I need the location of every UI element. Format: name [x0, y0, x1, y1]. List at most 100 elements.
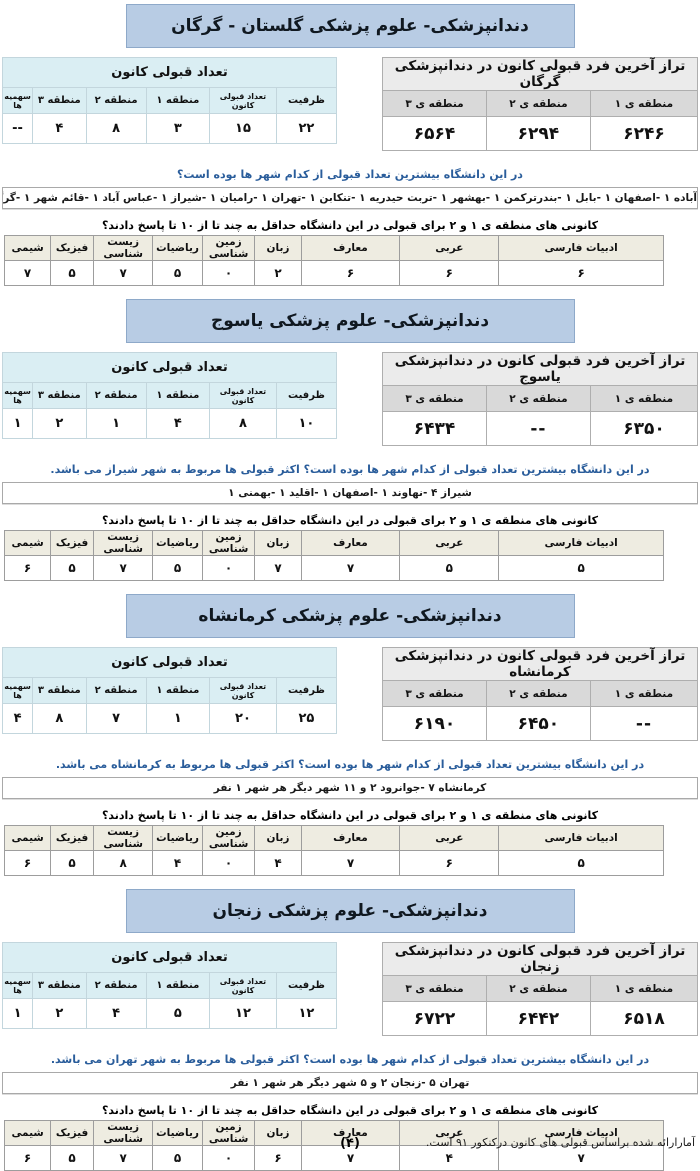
subject-value: ۷ [3, 260, 52, 286]
counts-header-accepted: تعداد قبولی کانون [209, 87, 277, 114]
counts-header-quota: سهمیه ها [1, 972, 34, 999]
taraz-value: ۶۳۵۰ [589, 411, 699, 446]
taraz-header-region1: منطقه ی ۱ [589, 90, 699, 117]
counts-table-title: تعداد قبولی کانون [2, 647, 337, 678]
section-kermanshah: دندانپزشکی- علوم پزشکی کرمانشاه تراز آخر… [0, 594, 700, 876]
subject-value: ۶ [300, 260, 401, 286]
cities-box: شیراز ۴ -نهاوند ۱ -اصفهان ۱ -اقلید ۱ -به… [2, 482, 698, 504]
subject-value: ۷ [300, 850, 401, 876]
counts-header-region1: منطقه ۱ [145, 382, 211, 409]
subject-value: ۶ [254, 1145, 302, 1171]
counts-header-accepted: تعداد قبولی کانون [209, 382, 277, 409]
subjects-question: کانونی های منطقه ی ۱ و ۲ برای قبولی در ا… [101, 219, 599, 232]
section-title-banner: دندانپزشکی- علوم پزشکی یاسوج [125, 299, 575, 343]
counts-header-region2: منطقه ۲ [85, 972, 147, 999]
subjects-question: کانونی های منطقه ی ۱ و ۲ برای قبولی در ا… [101, 1104, 599, 1117]
subject-header: زبان [254, 530, 302, 556]
taraz-header-region1: منطقه ی ۱ [589, 975, 699, 1002]
subject-header: زیست شناسی [92, 530, 154, 556]
counts-table: تعداد قبولی کانون ظرفیت تعداد قبولی کانو… [1, 352, 338, 439]
taraz-table-title: تراز آخرین فرد قبولی کانون در دندانپزشکی… [382, 352, 698, 386]
taraz-header-region3: منطقه ی ۳ [382, 90, 487, 117]
counts-value: ۸ [32, 703, 87, 734]
counts-table-title: تعداد قبولی کانون [2, 57, 337, 88]
subject-header: زمین شناسی [201, 530, 256, 556]
counts-value: ۱۰ [275, 408, 338, 439]
counts-header-region1: منطقه ۱ [145, 87, 211, 114]
counts-header-region3: منطقه ۳ [32, 87, 87, 114]
counts-value: ۲۲ [275, 113, 338, 144]
section-title-banner: دندانپزشکی- علوم پزشکی زنجان [125, 889, 575, 933]
subject-value: ۸ [92, 850, 154, 876]
taraz-value: ۶۴۵۰ [485, 706, 591, 741]
counts-header-quota: سهمیه ها [1, 87, 34, 114]
section-zanjan: دندانپزشکی- علوم پزشکی زنجان تراز آخرین … [0, 889, 700, 1171]
tables-row: تراز آخرین فرد قبولی کانون در دندانپزشکی… [0, 57, 700, 151]
subject-header: عربی [399, 235, 500, 261]
counts-value: ۴ [32, 113, 87, 144]
subject-header: شیمی [3, 235, 52, 261]
subject-value: ۴ [152, 850, 203, 876]
taraz-table: تراز آخرین فرد قبولی کانون در دندانپزشکی… [382, 57, 699, 151]
subject-header: زمین شناسی [201, 825, 256, 851]
subject-value: ۵ [152, 260, 203, 286]
subject-value: ۵ [152, 555, 203, 581]
counts-value: ۵ [145, 998, 211, 1029]
subject-header: ریاضیات [152, 530, 203, 556]
subject-header: معارف [300, 530, 401, 556]
taraz-header-region2: منطقه ی ۲ [485, 385, 591, 412]
taraz-value: ۶۷۲۲ [382, 1001, 487, 1036]
subject-value: ۷ [92, 260, 154, 286]
counts-header-region1: منطقه ۱ [145, 972, 211, 999]
subject-header: زمین شناسی [201, 1120, 256, 1146]
subject-value: ۵ [498, 555, 664, 581]
counts-table-title: تعداد قبولی کانون [2, 352, 337, 383]
taraz-value: -- [485, 411, 591, 446]
counts-value: ۲۵ [275, 703, 338, 734]
subject-header: شیمی [3, 825, 52, 851]
subject-header: معارف [300, 825, 401, 851]
subject-header: زبان [254, 1120, 302, 1146]
taraz-header-region2: منطقه ی ۲ [485, 680, 591, 707]
subject-header: فیزیک [50, 1120, 94, 1146]
subjects-question: کانونی های منطقه ی ۱ و ۲ برای قبولی در ا… [101, 809, 599, 822]
cities-box: تهران ۵ -زنجان ۲ و ۵ شهر دیگر هر شهر ۱ ن… [2, 1072, 698, 1094]
subject-header: ادبیات فارسی [498, 1120, 664, 1146]
subject-value: ۷ [254, 555, 302, 581]
counts-value: ۴ [145, 408, 211, 439]
taraz-value: ۶۱۹۰ [382, 706, 487, 741]
taraz-value: ۶۲۴۶ [589, 116, 699, 151]
subject-header: ادبیات فارسی [498, 825, 664, 851]
taraz-value: ۶۴۳۴ [382, 411, 487, 446]
subject-value: ۵ [498, 850, 664, 876]
counts-header-region2: منطقه ۲ [85, 382, 147, 409]
subject-value: ۵ [50, 850, 94, 876]
taraz-header-region3: منطقه ی ۳ [382, 975, 487, 1002]
taraz-header-region3: منطقه ی ۳ [382, 385, 487, 412]
city-question: در این دانشگاه بیشترین تعداد قبولی از کد… [50, 1053, 650, 1066]
taraz-header-region1: منطقه ی ۱ [589, 385, 699, 412]
counts-value: ۴ [1, 703, 34, 734]
counts-header-region3: منطقه ۳ [32, 382, 87, 409]
cities-box: کرمانشاه ۷ -جوانرود ۲ و ۱۱ شهر دیگر هر ش… [2, 777, 698, 799]
subject-value: ۰ [201, 850, 256, 876]
tables-row: تراز آخرین فرد قبولی کانون در دندانپزشکی… [0, 942, 700, 1036]
counts-header-region3: منطقه ۳ [32, 677, 87, 704]
counts-value: ۱ [1, 408, 34, 439]
subject-value: ۷ [92, 555, 154, 581]
subject-header: ریاضیات [152, 1120, 203, 1146]
counts-value: ۳ [145, 113, 211, 144]
subject-header: فیزیک [50, 530, 94, 556]
subject-header: عربی [399, 825, 500, 851]
counts-header-accepted: تعداد قبولی کانون [209, 972, 277, 999]
counts-table: تعداد قبولی کانون ظرفیت تعداد قبولی کانو… [1, 647, 338, 734]
taraz-table: تراز آخرین فرد قبولی کانون در دندانپزشکی… [382, 352, 699, 446]
counts-value: ۴ [85, 998, 147, 1029]
subject-value: ۰ [201, 555, 256, 581]
taraz-value: ۶۵۶۴ [382, 116, 487, 151]
subject-header: شیمی [3, 530, 52, 556]
city-question: در این دانشگاه بیشترین تعداد قبولی از کد… [177, 168, 523, 181]
counts-header-quota: سهمیه ها [1, 677, 34, 704]
subject-value: ۰ [201, 1145, 256, 1171]
subject-header: فیزیک [50, 825, 94, 851]
